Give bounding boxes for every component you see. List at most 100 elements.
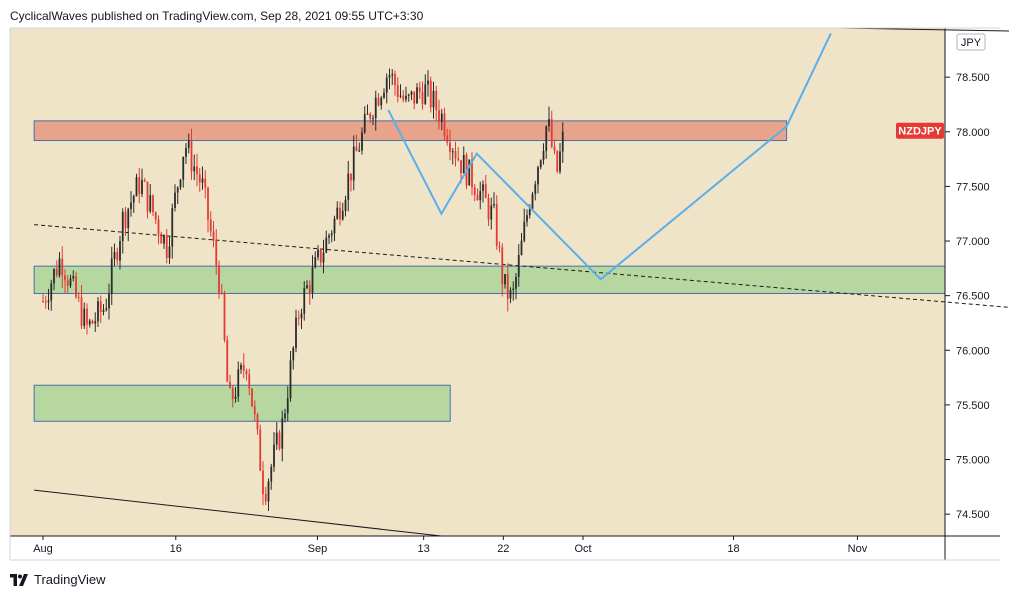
candle-body (108, 293, 110, 309)
candle-body (286, 398, 289, 414)
candle (53, 268, 55, 291)
candle-body (75, 276, 77, 297)
candle (322, 239, 325, 274)
candle-body (344, 199, 347, 211)
candle-body (141, 180, 143, 194)
candle-body (281, 418, 284, 449)
candle (350, 173, 352, 192)
y-tick-label: 76.500 (956, 291, 990, 303)
candle (468, 159, 471, 186)
publish-info: CyclicalWaves published on TradingView.c… (10, 9, 424, 23)
candle (163, 234, 165, 249)
candle-body (336, 207, 339, 219)
candle-body (383, 92, 385, 98)
candle (336, 201, 339, 220)
candle (42, 293, 44, 303)
candle (198, 167, 201, 192)
candle (55, 260, 58, 278)
candle-body (207, 187, 209, 220)
candle-body (473, 187, 476, 195)
candle (506, 263, 509, 312)
candle (429, 76, 432, 113)
price-axis[interactable]: 74.500 75.000 75.500 76.000 76.500 77.000 77.5… (945, 72, 990, 521)
candle-body (399, 95, 402, 97)
candle-body (91, 320, 94, 324)
candle-body (171, 208, 174, 247)
candle-body (385, 77, 388, 93)
candle-body (47, 300, 50, 303)
candle-body (451, 151, 454, 153)
candle-body (251, 388, 253, 407)
candle (361, 127, 363, 155)
candle-body (267, 481, 270, 502)
candle-body (515, 276, 517, 289)
candle-body (413, 91, 416, 104)
candle-body (215, 240, 218, 266)
candle (143, 177, 146, 183)
candle-body (504, 274, 506, 285)
candle (559, 142, 561, 175)
candle-body (311, 267, 314, 293)
candle (457, 147, 460, 162)
candle (86, 303, 88, 335)
candle (196, 153, 198, 187)
candle-body (427, 80, 429, 85)
candle (223, 290, 226, 343)
candle-body (410, 91, 413, 95)
candle-body (237, 369, 240, 397)
candle-body (542, 150, 545, 161)
candle (314, 251, 317, 269)
candle (176, 186, 179, 205)
candle (242, 353, 245, 379)
candle (394, 70, 396, 96)
candle (135, 173, 138, 197)
candle-body (333, 218, 336, 234)
candle-body (121, 211, 124, 242)
y-tick-label: 78.500 (956, 72, 990, 84)
candle-body (229, 381, 231, 389)
candle-body (341, 210, 344, 220)
candle-body (284, 413, 286, 419)
candle-body (476, 194, 479, 201)
candle-body (534, 184, 537, 194)
candle (174, 184, 176, 212)
candle-body (355, 146, 358, 152)
candle (248, 368, 251, 396)
candle (201, 166, 204, 190)
candle-body (394, 73, 396, 86)
brand-footer[interactable]: TradingView (10, 572, 106, 587)
candle (149, 184, 152, 214)
candle-body (457, 158, 460, 161)
x-tick-label: Aug (33, 543, 53, 555)
candle (454, 141, 457, 167)
candle (102, 304, 105, 316)
candle (372, 114, 374, 126)
candle-body (468, 159, 471, 186)
x-tick-label: 16 (170, 543, 182, 555)
candle (396, 77, 399, 103)
candle-body (446, 135, 449, 143)
candle (110, 246, 113, 305)
candle-body (372, 118, 374, 120)
candle-body (328, 235, 330, 238)
time-axis[interactable]: Aug 16 Sep 13 22 Oct 18 Nov (33, 536, 868, 555)
candle (88, 318, 91, 328)
currency-badge[interactable]: JPY (956, 33, 986, 51)
candle-body (314, 257, 317, 268)
candle-body (198, 174, 201, 183)
candle-body (435, 90, 438, 111)
candle (479, 181, 482, 210)
candle (550, 110, 553, 149)
candle-body (176, 187, 179, 193)
candle-body (193, 166, 196, 172)
candle-body (105, 308, 108, 310)
candle (435, 85, 438, 121)
candle (270, 463, 273, 490)
projection-line (387, 33, 832, 281)
candle (130, 191, 132, 217)
candle-body (407, 94, 410, 96)
candle-body (143, 180, 146, 182)
candle-body (212, 231, 215, 241)
candle (193, 154, 196, 181)
